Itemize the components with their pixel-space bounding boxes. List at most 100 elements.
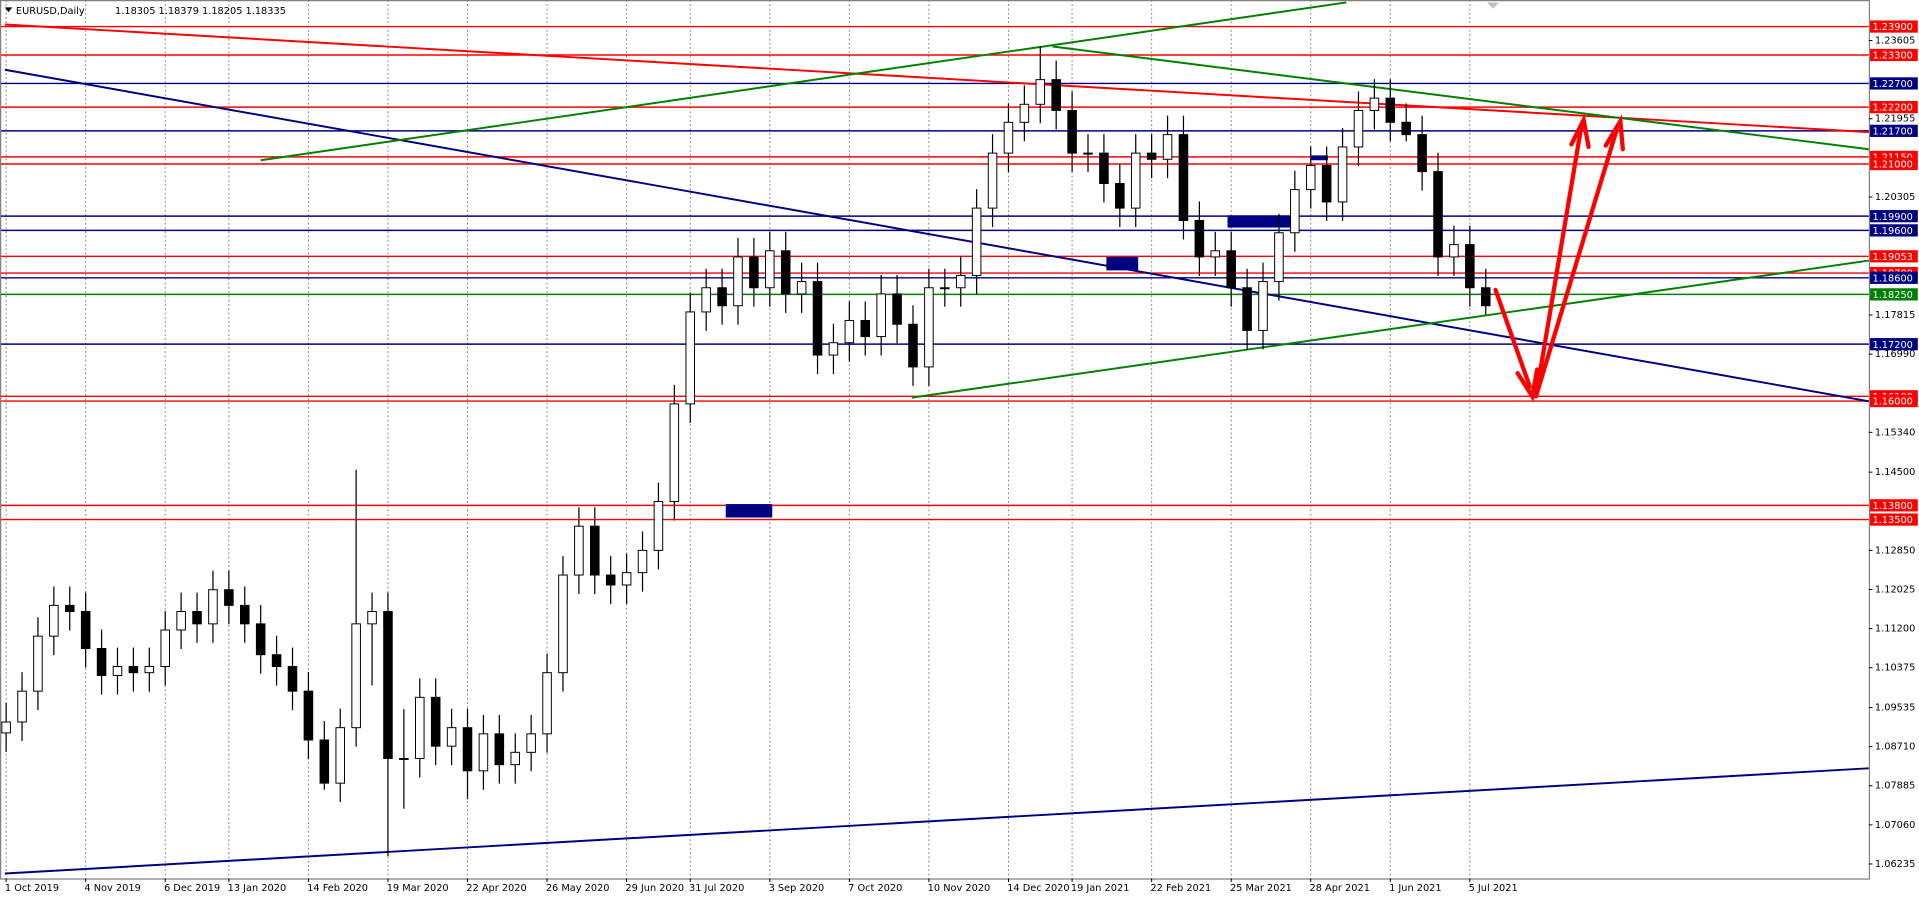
candle-body [717,287,727,307]
candle-body [796,281,807,295]
trend-line [4,23,1869,134]
candle-body [1401,121,1411,136]
level-label: 1.23900 [1872,22,1912,33]
x-tick-label: 13 Jan 2020 [228,883,287,894]
candle-body [526,733,536,753]
ohlc-readout: 1.18305 1.18379 1.18205 1.18335 [115,6,286,17]
candle-body [1019,103,1030,123]
candle-body [239,604,250,625]
x-tick-label: 7 Oct 2020 [848,883,902,894]
y-tick-label: 1.12025 [1875,584,1915,595]
level-label-box [1870,288,1918,301]
candle-body [542,672,552,735]
candle-body [1130,152,1141,209]
candle-body [1,721,11,734]
x-tick-label: 14 Feb 2020 [307,883,368,894]
x-tick-label: 1 Oct 2019 [5,883,59,894]
candle-body [955,274,966,289]
y-tick-label: 1.07885 [1875,781,1915,792]
shift-marker [1486,2,1500,9]
x-tick-label: 5 Jul 2021 [1469,883,1518,894]
y-tick-label: 1.11200 [1875,624,1915,635]
candle-body [462,727,473,772]
level-label: 1.13800 [1872,501,1912,512]
level-label-box [1870,210,1918,223]
candle-body [303,690,314,741]
candle-body [733,256,743,307]
candle-body [1194,219,1205,258]
candle-body [1353,109,1364,148]
candle-body [1146,152,1157,160]
candle-body [1051,79,1061,111]
candle-body [1258,281,1268,331]
candle-body [987,152,998,209]
y-tick-label: 1.07060 [1875,820,1915,831]
x-tick-label: 6 Dec 2019 [164,883,220,894]
candle-body [1290,189,1300,234]
candle-body [860,319,871,338]
candle-body [1321,164,1332,203]
candle-body [494,733,505,766]
candle-body [271,654,282,668]
candle-body [255,623,266,656]
candle-body [621,572,632,586]
candle-body [701,287,711,313]
candle-body [685,311,696,405]
level-label: 1.17200 [1872,340,1912,351]
x-tick-label: 1 Jun 2021 [1389,883,1442,894]
y-tick-label: 1.16990 [1875,349,1915,360]
x-tick-label: 26 May 2020 [546,883,610,894]
candle-body [224,589,234,606]
candle-body [812,281,823,356]
arrow-head [1603,114,1625,152]
candle-body [558,574,568,674]
level-label-box [1870,394,1918,408]
zone-box [1227,215,1294,228]
candle-body [590,525,600,576]
candle-body [637,549,648,574]
menu-triangle [4,7,13,13]
candle-body [1178,134,1189,221]
forecast-arrow [1533,127,1619,399]
level-label: 1.19900 [1872,212,1912,223]
chart-title: EURUSD,Daily [16,6,85,17]
candle-body [208,589,218,625]
x-tick-label: 3 Sep 2020 [769,883,825,894]
level-label: 1.22700 [1872,79,1912,90]
level-label: 1.16000 [1872,397,1912,408]
candle-body [1162,134,1173,160]
candle-body [351,623,361,729]
y-tick-label: 1.17815 [1875,310,1915,321]
zone-box [725,504,773,518]
forecast-arrow [1493,287,1532,389]
level-label-box [1870,271,1918,284]
level-label-box [1870,124,1918,137]
candle-body [176,611,186,631]
trend-line [4,767,1869,875]
candle-body [749,256,759,289]
candle-body [49,604,59,637]
x-tick-label: 22 Feb 2021 [1150,883,1211,894]
candle-body [1035,79,1046,105]
candle-body [765,250,775,289]
y-tick-label: 1.06235 [1875,859,1915,870]
candle-body [383,611,393,759]
candle-body [144,666,155,674]
candle-body [367,611,377,625]
candle-body [1067,109,1077,154]
forecast-arrow [1533,125,1584,399]
candle-body [446,727,457,747]
candle-body [940,287,950,290]
candle-body [669,403,680,503]
candle-body [1337,146,1348,203]
candle-body [1385,97,1396,123]
trend-line [4,68,1869,403]
level-label-box [1870,20,1918,33]
level-label: 1.18600 [1872,273,1912,284]
x-tick-label: 19 Mar 2020 [387,883,449,894]
candle-body [1305,164,1316,191]
arrow-head [1515,367,1540,403]
y-tick-label: 1.21955 [1875,114,1915,125]
